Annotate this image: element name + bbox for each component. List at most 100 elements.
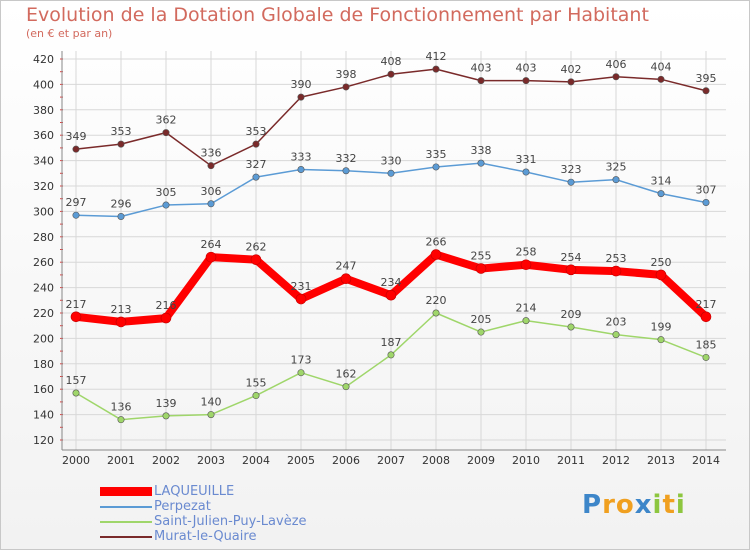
data-label: 205 (471, 313, 492, 326)
x-tick-label: 2006 (332, 454, 360, 467)
data-point (162, 201, 170, 209)
data-point (342, 167, 350, 175)
data-point (250, 254, 262, 265)
data-point (432, 309, 440, 317)
data-point (162, 412, 170, 420)
data-point (72, 211, 80, 219)
data-point (162, 129, 170, 137)
data-label: 136 (111, 401, 132, 414)
data-label: 162 (336, 368, 357, 381)
data-point (70, 311, 82, 323)
data-point (477, 159, 485, 167)
y-tick-label: 400 (33, 78, 54, 91)
data-label: 412 (426, 50, 447, 63)
data-point (477, 328, 485, 336)
data-point (297, 165, 305, 173)
data-label: 327 (246, 158, 267, 171)
data-label: 408 (381, 55, 402, 68)
data-label: 306 (201, 185, 222, 198)
data-label: 199 (651, 321, 672, 334)
x-tick-label: 2005 (287, 454, 315, 467)
chart-title: Evolution de la Dotation Globale de Fonc… (26, 4, 649, 26)
data-point (205, 251, 217, 263)
x-tick-label: 2007 (377, 454, 405, 467)
data-label: 264 (201, 238, 222, 251)
data-point (160, 312, 172, 324)
data-label: 214 (516, 302, 537, 315)
data-point (520, 259, 532, 271)
x-tick-label: 2010 (512, 454, 540, 467)
data-point (567, 78, 575, 86)
data-label: 253 (606, 252, 627, 265)
data-point (342, 83, 350, 91)
data-label: 404 (651, 60, 672, 73)
logo-letter: x (634, 490, 653, 520)
data-label: 402 (561, 63, 582, 76)
data-point (207, 162, 215, 170)
data-point (207, 411, 215, 419)
data-point (252, 392, 260, 400)
legend-swatch (100, 505, 152, 508)
data-point (610, 265, 622, 277)
x-tick-label: 2011 (557, 454, 585, 467)
legend-swatch (100, 520, 152, 523)
data-label: 403 (471, 62, 492, 75)
data-point (567, 323, 575, 331)
y-tick-label: 260 (33, 256, 54, 269)
data-label: 296 (111, 197, 132, 210)
data-label: 213 (111, 303, 132, 316)
y-tick-label: 380 (33, 104, 54, 117)
data-point (657, 190, 665, 198)
logo-letter: i (675, 490, 686, 520)
data-point (612, 73, 620, 81)
data-label: 305 (156, 186, 177, 199)
legend-label: LAQUEUILLE (154, 484, 235, 499)
data-point (522, 168, 530, 176)
data-label: 250 (651, 256, 672, 269)
data-label: 403 (516, 62, 537, 75)
x-tick-label: 2008 (422, 454, 450, 467)
data-point (252, 140, 260, 148)
data-point (477, 77, 485, 85)
logo-letter: o (615, 490, 635, 520)
data-label: 220 (426, 294, 447, 307)
data-label: 390 (291, 78, 312, 91)
y-tick-label: 180 (33, 358, 54, 371)
y-tick-label: 420 (33, 53, 54, 66)
data-label: 395 (696, 72, 717, 85)
legend-item: Murat-le-Quaire (100, 529, 307, 544)
data-label: 307 (696, 184, 717, 197)
data-label: 314 (651, 175, 672, 188)
y-tick-label: 280 (33, 231, 54, 244)
data-point (385, 289, 397, 301)
data-point (657, 336, 665, 344)
data-label: 338 (471, 144, 492, 157)
y-tick-label: 200 (33, 332, 54, 345)
data-label: 139 (156, 397, 177, 410)
data-label: 266 (426, 236, 447, 249)
data-label: 173 (291, 354, 312, 367)
data-label: 258 (516, 246, 537, 259)
data-label: 255 (471, 250, 492, 263)
data-point (117, 140, 125, 148)
data-point (657, 75, 665, 83)
x-tick-label: 2004 (242, 454, 270, 467)
data-point (117, 416, 125, 424)
legend-item: LAQUEUILLE (100, 484, 307, 499)
data-label: 217 (696, 298, 717, 311)
data-point (430, 249, 442, 260)
data-label: 330 (381, 154, 402, 167)
y-tick-label: 220 (33, 307, 54, 320)
data-label: 332 (336, 152, 357, 165)
data-point (655, 269, 667, 281)
data-label: 140 (201, 396, 222, 409)
data-point (612, 176, 620, 184)
data-point (432, 163, 440, 171)
legend-item: Perpezat (100, 499, 307, 514)
legend-item: Saint-Julien-Puy-Lavèze (100, 514, 307, 529)
data-point (702, 87, 710, 95)
x-tick-label: 2009 (467, 454, 495, 467)
data-label: 157 (66, 374, 87, 387)
data-point (432, 65, 440, 73)
